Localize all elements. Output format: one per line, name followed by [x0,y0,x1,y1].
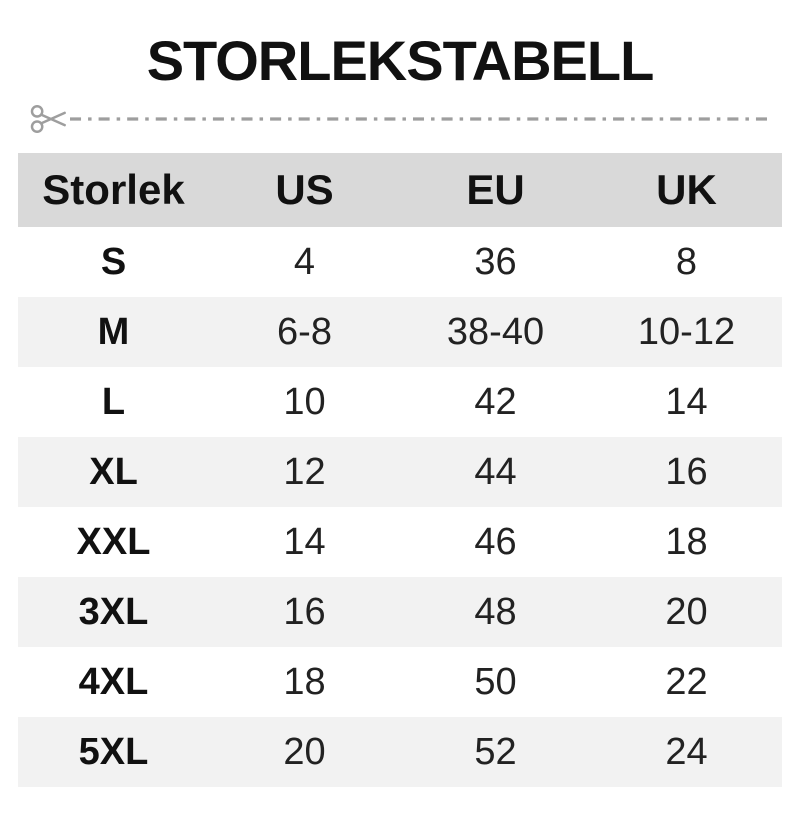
size-cell: L [101,380,126,423]
cut-dashed-line [70,117,768,121]
size-cell: S [100,240,127,283]
column-header-uk: UK [656,166,717,213]
size-table: Storlek US EU UK S 4 36 8 M 6-8 38-40 10… [18,153,782,787]
table-header-row: Storlek US EU UK [18,153,782,227]
size-cell: XXL [76,520,151,563]
eu-cell: 44 [474,450,517,493]
us-cell: 12 [283,450,326,493]
us-cell: 20 [283,730,326,773]
table-row: L 10 42 14 [18,367,782,437]
column-header-storlek: Storlek [42,166,185,213]
page-title: STORLEKSTABELL [146,29,655,92]
eu-cell: 52 [474,730,517,773]
column-header-us: US [275,166,334,213]
eu-cell: 50 [474,660,517,703]
us-cell: 16 [283,590,326,633]
table-row: 4XL 18 50 22 [18,647,782,717]
table-row: 5XL 20 52 24 [18,717,782,787]
table-row: M 6-8 38-40 10-12 [18,297,782,367]
size-cell: 5XL [78,730,149,773]
eu-cell: 36 [474,240,517,283]
table-row: XL 12 44 16 [18,437,782,507]
size-cell: 3XL [78,590,149,633]
table-row: XXL 14 46 18 [18,507,782,577]
size-cell: XL [89,450,138,493]
cut-line [30,100,770,138]
table-row: S 4 36 8 [18,227,782,297]
scissors-icon [30,105,66,133]
eu-cell: 48 [474,590,517,633]
us-cell: 6-8 [277,310,332,353]
table-row: 3XL 16 48 20 [18,577,782,647]
us-cell: 4 [293,240,316,283]
eu-cell: 42 [474,380,517,423]
uk-cell: 14 [665,380,708,423]
column-header-eu: EU [466,166,525,213]
uk-cell: 16 [665,450,708,493]
size-cell: 4XL [78,660,149,703]
uk-cell: 10-12 [637,310,736,353]
us-cell: 14 [283,520,326,563]
uk-cell: 20 [665,590,708,633]
size-chart-page: STORLEKSTABELL Storlek US EU UK S 4 36 8 [0,30,800,787]
eu-cell: 38-40 [446,310,545,353]
eu-cell: 46 [474,520,517,563]
uk-cell: 18 [665,520,708,563]
size-cell: M [97,310,130,353]
us-cell: 10 [283,380,326,423]
uk-cell: 8 [675,240,698,283]
us-cell: 18 [283,660,326,703]
uk-cell: 22 [665,660,708,703]
uk-cell: 24 [665,730,708,773]
